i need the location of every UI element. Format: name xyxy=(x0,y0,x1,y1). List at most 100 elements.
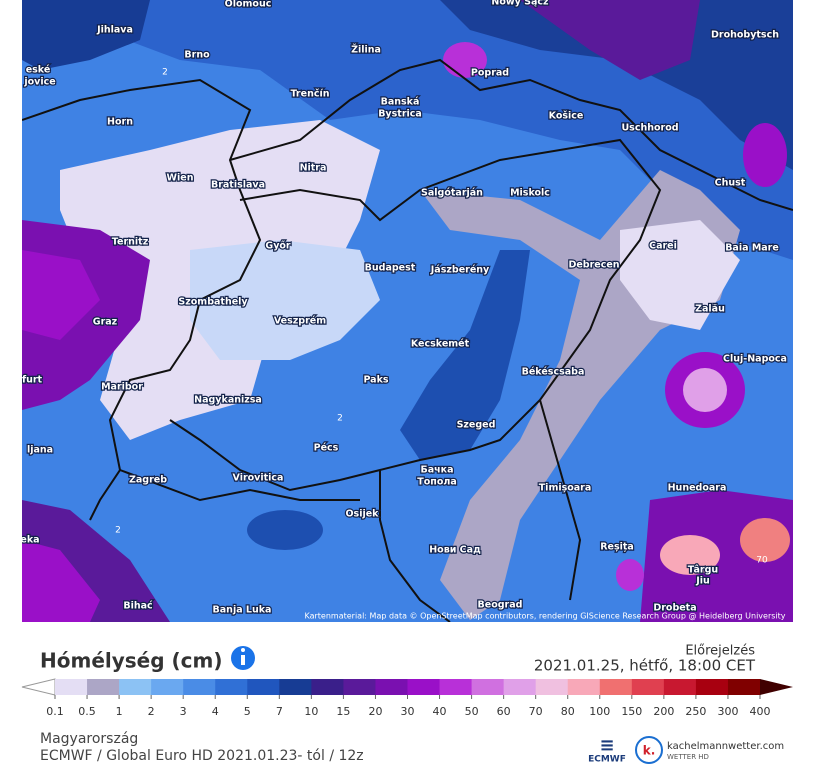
city-label: Győr xyxy=(265,241,291,252)
colorbar-label: 0.1 xyxy=(46,705,64,718)
colorbar-segment xyxy=(503,679,537,695)
colorbar-segment xyxy=(471,679,505,695)
kw-logo-text: k. xyxy=(643,744,656,758)
colorbar-label: 20 xyxy=(368,705,382,718)
colorbar-segment xyxy=(279,679,312,695)
forecast-label: Előrejelzés xyxy=(685,644,755,659)
colorbar-segment xyxy=(375,679,408,695)
snow-area xyxy=(22,0,150,70)
snow-area xyxy=(247,510,323,550)
city-label: Veszprém xyxy=(274,316,326,327)
city-label: Graz xyxy=(93,317,118,328)
city-label: eské xyxy=(26,65,51,76)
city-label: Beograd xyxy=(478,600,523,611)
city-label: Нови Сад xyxy=(429,545,481,556)
city-label: Târgu xyxy=(688,565,718,576)
city-label: Bihać xyxy=(123,601,153,612)
city-label: Jászberény xyxy=(430,265,490,276)
colorbar-label: 50 xyxy=(465,705,479,718)
contour-label: 2 xyxy=(337,414,343,424)
city-label: Бачка xyxy=(420,465,453,476)
snow-area xyxy=(400,250,530,460)
map: Kartenmaterial: Map data © OpenStreetMap… xyxy=(20,0,793,622)
colorbar-segment xyxy=(663,679,697,695)
city-label: Žilina xyxy=(351,44,381,56)
city-label: Drobeta xyxy=(653,603,696,614)
colorbar-segment xyxy=(311,679,344,695)
kw-logo xyxy=(635,736,663,764)
brand: kachelmannwetter.com xyxy=(667,741,784,752)
colorbar-label: 3 xyxy=(180,705,187,718)
colorbar-segment xyxy=(631,679,665,695)
city-label: jovice xyxy=(23,77,55,88)
borders xyxy=(22,58,793,622)
snow-area xyxy=(22,250,100,340)
city-label: Timișoara xyxy=(539,483,592,494)
colorbar-label: 150 xyxy=(621,705,642,718)
city-label: Bystrica xyxy=(378,109,422,120)
snow-area xyxy=(520,0,700,80)
forecast-time: 2021.01.25, hétfő, 18:00 CET xyxy=(534,657,756,675)
city-label: Békéscsaba xyxy=(522,367,585,378)
colorbar-label: 2 xyxy=(148,705,155,718)
city-label: Топола xyxy=(417,477,456,488)
colorbar-high xyxy=(760,679,793,695)
city-label: Hunedoara xyxy=(668,483,727,494)
colorbar-label: 400 xyxy=(750,705,771,718)
snow-area xyxy=(190,240,380,360)
colorbar-segment xyxy=(727,679,761,695)
city-label: Reșița xyxy=(600,542,634,553)
city-label: Maribor xyxy=(101,382,143,393)
colorbar-segment xyxy=(215,679,248,695)
city-label: Drohobytsch xyxy=(711,30,779,41)
city-label: Debrecen xyxy=(568,260,619,271)
colorbar-segment xyxy=(599,679,633,695)
region: Magyarország xyxy=(40,731,138,747)
city-label: Szombathely xyxy=(178,297,248,308)
colorbar-label: 10 xyxy=(304,705,318,718)
city-label: Cluj-Napoca xyxy=(723,354,787,365)
snow-area xyxy=(616,559,644,591)
colorbar-segment xyxy=(87,679,120,695)
colorbar-segment xyxy=(247,679,280,695)
colorbar-segment xyxy=(343,679,376,695)
city-label: Paks xyxy=(363,375,388,386)
city-label: Zalău xyxy=(695,304,725,315)
snow-area xyxy=(443,42,487,78)
map-attribution: Kartenmaterial: Map data © OpenStreetMap… xyxy=(304,612,785,621)
snow-area xyxy=(743,123,787,187)
city-label: Pécs xyxy=(314,443,339,454)
city-label: Virovitica xyxy=(233,473,284,484)
colorbar-label: 40 xyxy=(433,705,447,718)
model-run: ECMWF / Global Euro HD 2021.01.23- tól /… xyxy=(40,748,364,764)
city-label: Košice xyxy=(549,111,584,122)
colorbar-label: 15 xyxy=(336,705,350,718)
colorbar-label: 0.5 xyxy=(78,705,96,718)
info-icon-dot xyxy=(241,648,245,652)
city-label: Ternitz xyxy=(112,237,149,248)
colorbar-segment xyxy=(119,679,152,695)
contour-label: 2 xyxy=(162,68,168,78)
city-label: Zagreb xyxy=(129,475,167,486)
colorbar-segment xyxy=(183,679,216,695)
colorbar-label: 7 xyxy=(276,705,283,718)
city-label: Baia Mare xyxy=(725,243,779,254)
city-label: Trenčín xyxy=(291,89,330,100)
city-label: Jiu xyxy=(695,576,710,587)
city-label: eka xyxy=(20,535,39,546)
ecmwf-text: ECMWF xyxy=(588,755,626,765)
snow-area xyxy=(620,220,740,330)
ecmwf-logo: ≡ xyxy=(599,735,614,756)
city-label: Salgótarján xyxy=(421,188,483,199)
snow-area xyxy=(440,0,793,170)
colorbar-label: 4 xyxy=(212,705,219,718)
city-label: Nowy Sącz xyxy=(491,0,549,8)
colorbar-label: 5 xyxy=(244,705,251,718)
colorbar-label: 300 xyxy=(717,705,738,718)
legend-title: Hómélység (cm) xyxy=(40,649,223,673)
city-label: ljana xyxy=(27,445,53,456)
city-label: Wien xyxy=(167,173,194,184)
city-label: Banská xyxy=(381,97,420,108)
city-label: Miskolc xyxy=(510,188,550,199)
